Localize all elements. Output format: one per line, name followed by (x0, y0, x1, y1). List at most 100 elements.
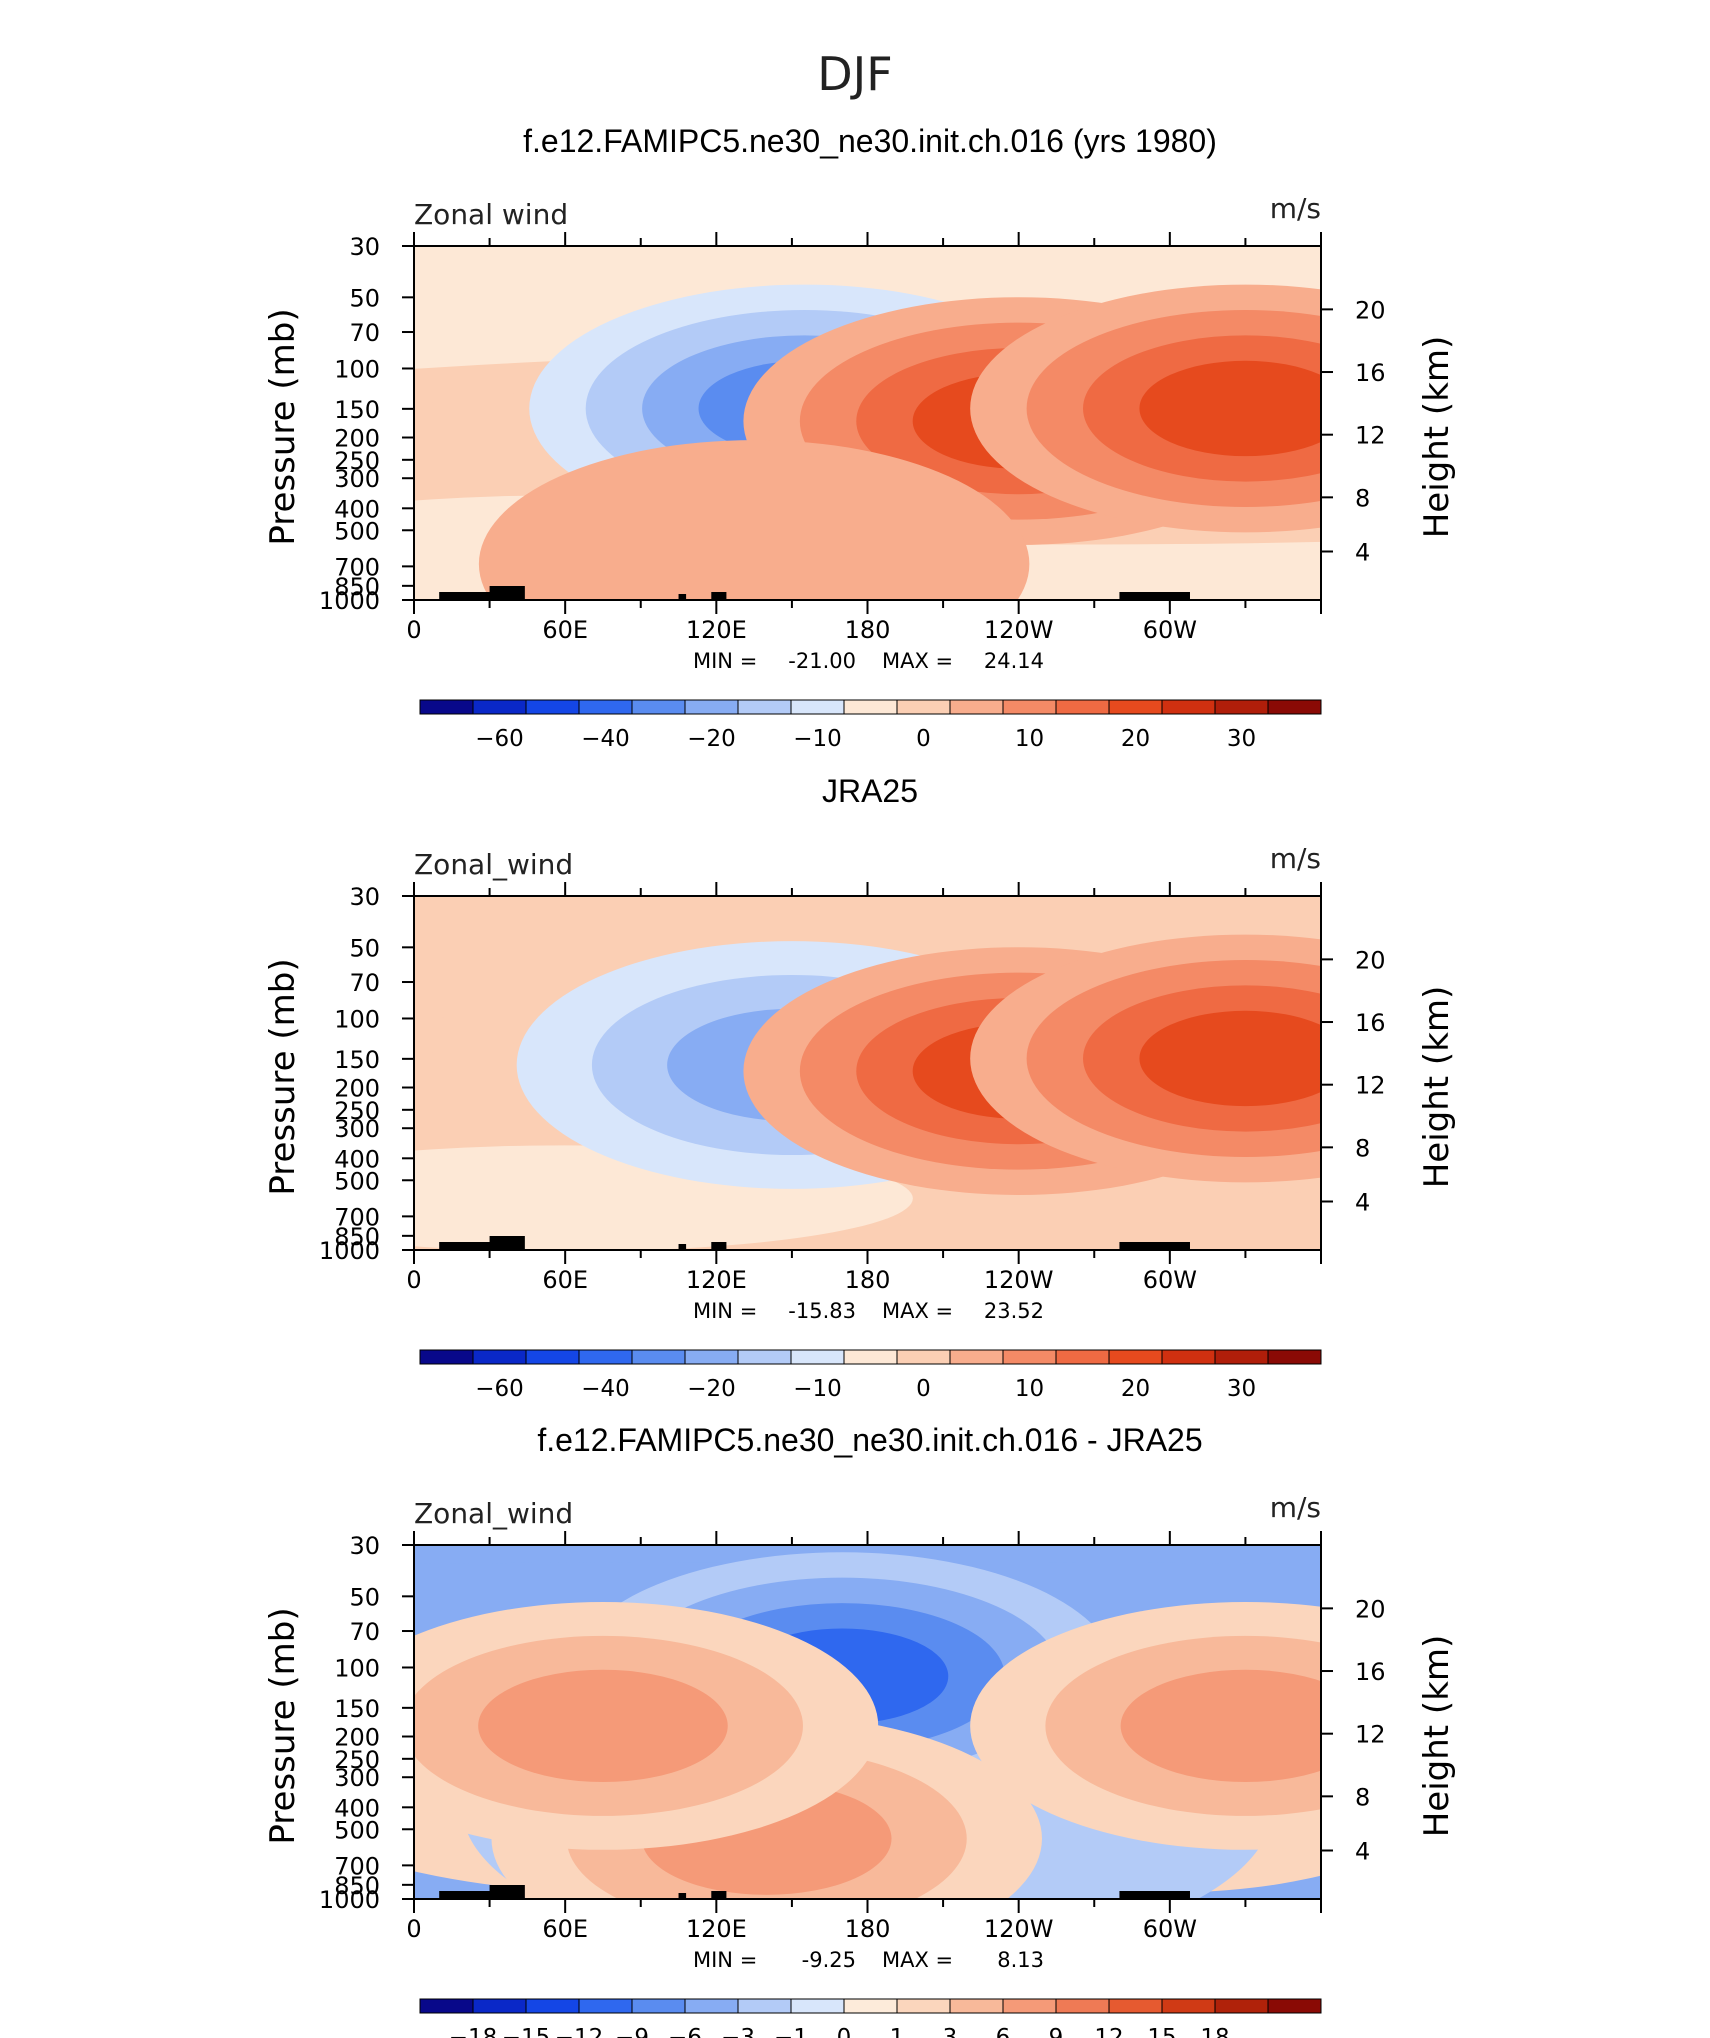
colorbar-swatch (578, 699, 633, 715)
colorbar-swatch (896, 699, 951, 715)
pressure-tick-label: 500 (334, 517, 380, 545)
colorbar-label: −10 (793, 726, 842, 752)
colorbar-label: −20 (687, 726, 736, 752)
pressure-tick-label: 700 (334, 1203, 380, 1231)
pressure-tick-label: 300 (334, 465, 380, 493)
max-label: MAX = (882, 649, 953, 673)
topography (439, 1236, 1190, 1250)
colorbar-swatch (843, 1998, 898, 2014)
left-axis-label: Pressure (mb) (263, 308, 303, 545)
panel-title: f.e12.FAMIPC5.ne30_ne30.init.ch.016 - JR… (537, 1422, 1202, 1458)
colorbar-swatch (737, 699, 792, 715)
pressure-tick-label: 850 (334, 573, 380, 601)
topography-block (1119, 592, 1190, 600)
topography (439, 1885, 1190, 1899)
panel-3: f.e12.FAMIPC5.ne30_ne30.init.ch.016 - JR… (263, 1422, 1457, 2038)
colorbar-label: −15 (502, 2025, 551, 2038)
height-tick-label: 8 (1355, 1134, 1370, 1162)
colorbar-swatch (419, 1998, 474, 2014)
x-axis: 0 60E 120E 180 120W 60W (406, 1531, 1322, 1943)
colorbar-swatch (472, 699, 527, 715)
pressure-tick-label: 700 (334, 553, 380, 581)
colorbar-swatch (843, 1349, 898, 1365)
pressure-tick-label: 30 (349, 1532, 380, 1560)
colorbar-swatch (631, 1349, 686, 1365)
x-tick-label: 120W (984, 616, 1054, 644)
pressure-tick-label: 150 (334, 396, 380, 424)
min-label: MIN = (693, 649, 757, 673)
x-tick-label: 0 (406, 1266, 421, 1294)
topography-block (489, 1885, 525, 1899)
right-axis-label: Height (km) (1417, 986, 1457, 1189)
colorbar-swatch (419, 1349, 474, 1365)
contour-Indian-Ocean-westerly-bias (478, 1669, 728, 1783)
panel-title: f.e12.FAMIPC5.ne30_ne30.init.ch.016 (yrs… (523, 123, 1217, 159)
max-value: 24.14 (984, 649, 1044, 673)
colorbar-label: 20 (1121, 1376, 1150, 1402)
units-label: m/s (1270, 842, 1321, 875)
height-tick-label: 4 (1355, 539, 1370, 567)
colorbar-swatch (631, 699, 686, 715)
colorbar-swatch (631, 1998, 686, 2014)
pressure-tick-label: 400 (334, 495, 380, 523)
height-axis: 20 16 12 8 4 Height (km) (1321, 296, 1457, 567)
colorbar-label: −60 (475, 726, 524, 752)
colorbar-swatch (578, 1998, 633, 2014)
colorbar-label: 20 (1121, 726, 1150, 752)
topography-block (1119, 1242, 1190, 1250)
colorbar-label: 30 (1227, 726, 1256, 752)
topography-block (439, 592, 515, 600)
height-tick-label: 8 (1355, 484, 1370, 512)
colorbar-swatch (1214, 1998, 1269, 2014)
height-tick-label: 20 (1355, 296, 1386, 324)
topography-block (439, 1242, 515, 1250)
min-label: MIN = (693, 1299, 757, 1323)
height-tick-label: 16 (1355, 1658, 1386, 1686)
x-axis: 0 60E 120E 180 120W 60W (406, 232, 1322, 644)
units-label: m/s (1270, 1491, 1321, 1524)
colorbar-label: 6 (996, 2025, 1011, 2038)
variable-label: Zonal wind (414, 198, 568, 231)
colorbar-label: 15 (1147, 2025, 1176, 2038)
colorbar-swatch (1002, 1998, 1057, 2014)
season-title: DJF (817, 47, 892, 101)
max-value: 23.52 (984, 1299, 1044, 1323)
colorbar-swatch (1055, 1998, 1110, 2014)
height-axis: 20 16 12 8 4 Height (km) (1321, 1595, 1457, 1866)
colorbar-label: 9 (1049, 2025, 1064, 2038)
panel-title: JRA25 (822, 773, 918, 809)
panel-2: JRA25 Zonal_wind m/s 0 60E 120E 180 120W 60W 30 50… (263, 773, 1457, 1402)
topography-block (439, 1891, 515, 1899)
colorbar-swatch (790, 1349, 845, 1365)
topography-block (489, 1236, 525, 1250)
height-tick-label: 12 (1355, 1721, 1386, 1749)
height-tick-label: 16 (1355, 359, 1386, 387)
pressure-tick-label: 500 (334, 1167, 380, 1195)
pressure-tick-label: 400 (334, 1145, 380, 1173)
colorbar: −18 −15 −12 −9 −6 −3 −1 0 1 3 6 9 12 15 18 (419, 1998, 1322, 2038)
pressure-tick-label: 30 (349, 883, 380, 911)
colorbar-swatch (472, 1349, 527, 1365)
x-tick-label: 120E (686, 616, 747, 644)
height-tick-label: 4 (1355, 1189, 1370, 1217)
pressure-tick-label: 100 (334, 1654, 380, 1682)
topography-block (711, 592, 727, 600)
x-tick-label: 60E (542, 616, 588, 644)
pressure-tick-label: 30 (349, 233, 380, 261)
pressure-tick-label: 50 (349, 934, 380, 962)
colorbar-swatch (896, 1998, 951, 2014)
x-tick-label: 180 (845, 1915, 891, 1943)
colorbar-label: −40 (581, 1376, 630, 1402)
pressure-tick-label: 200 (334, 425, 380, 453)
colorbar-swatch (1002, 699, 1057, 715)
colorbar-swatch (684, 699, 739, 715)
colorbar-swatch (684, 1349, 739, 1365)
colorbar-label: −3 (721, 2025, 755, 2038)
pressure-tick-label: 700 (334, 1852, 380, 1880)
max-label: MAX = (882, 1948, 953, 1972)
colorbar-label: −12 (555, 2025, 604, 2038)
colorbar-swatch (1161, 1349, 1216, 1365)
colorbar-swatch (1267, 699, 1322, 715)
colorbar-swatch (790, 1998, 845, 2014)
colorbar-label: −1 (774, 2025, 808, 2038)
